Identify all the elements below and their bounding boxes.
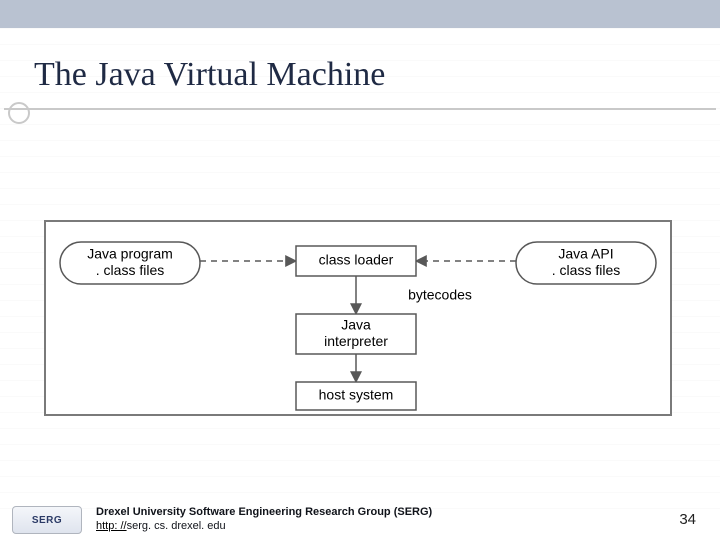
footer-org: Drexel University Software Engineering R… — [96, 506, 432, 520]
node-javaapi: Java API. class files — [516, 242, 656, 284]
page-number: 34 — [679, 511, 696, 528]
slide-top-bar — [0, 0, 720, 28]
node-javaprog: Java program. class files — [60, 242, 200, 284]
node-javaprog-label-1: . class files — [96, 262, 164, 278]
node-javaapi-label-1: . class files — [552, 262, 620, 278]
slide-title: The Java Virtual Machine — [34, 56, 385, 94]
jvm-flowchart: Java program. class filesJava API. class… — [46, 222, 674, 418]
edge-label-0: bytecodes — [408, 287, 472, 303]
footer-url: http: //serg. cs. drexel. edu — [96, 520, 432, 534]
node-loader-label-0: class loader — [319, 252, 394, 268]
node-loader: class loader — [296, 246, 416, 276]
node-javaprog-label-0: Java program — [87, 246, 173, 262]
footer-url-rest: serg. cs. drexel. edu — [127, 520, 226, 532]
diagram-frame: Java program. class filesJava API. class… — [44, 220, 672, 416]
node-javaapi-label-0: Java API — [558, 246, 613, 262]
node-host: host system — [296, 382, 416, 410]
footer-url-link[interactable]: http: // — [96, 520, 127, 532]
slide-footer: SERG Drexel University Software Engineer… — [0, 500, 720, 540]
title-underline — [4, 108, 716, 110]
serg-logo: SERG — [12, 506, 82, 534]
footer-url-prefix: http: // — [96, 520, 127, 532]
node-host-label-0: host system — [319, 387, 394, 403]
node-interp-label-1: interpreter — [324, 333, 388, 349]
footer-text: Drexel University Software Engineering R… — [96, 506, 432, 534]
node-interp: Javainterpreter — [296, 314, 416, 354]
node-interp-label-0: Java — [341, 317, 371, 333]
